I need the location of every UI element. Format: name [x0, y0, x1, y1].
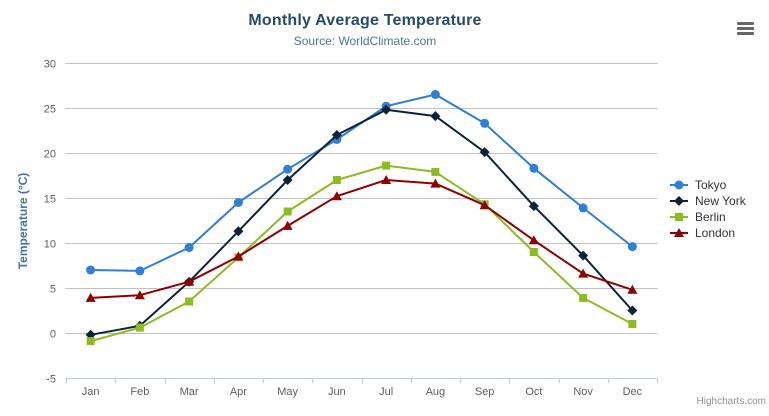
- data-point-tokyo[interactable]: [86, 265, 96, 275]
- data-point-tokyo[interactable]: [578, 203, 588, 213]
- series-line-berlin[interactable]: [89, 164, 634, 343]
- xaxis-category-label: Mar: [180, 386, 199, 398]
- data-point-berlin[interactable]: [283, 207, 292, 216]
- yaxis-title: Temperature (°C): [16, 172, 30, 270]
- data-point-berlin[interactable]: [382, 161, 391, 170]
- data-point-berlin[interactable]: [332, 176, 341, 184]
- legend-marker-square-icon: [670, 213, 688, 221]
- data-point-berlin[interactable]: [135, 323, 144, 332]
- legend-marker-diamond-icon: [670, 196, 688, 206]
- data-point-tokyo[interactable]: [430, 90, 440, 99]
- legend-item-london[interactable]: London: [670, 225, 746, 241]
- data-point-london[interactable]: [331, 191, 342, 201]
- legend-label: Berlin: [695, 210, 726, 224]
- yaxis-tick-label: 15: [44, 194, 56, 206]
- data-point-new-york[interactable]: [578, 250, 589, 261]
- data-point-tokyo[interactable]: [184, 243, 194, 252]
- legend-marker-triangle-up-icon: [670, 228, 688, 237]
- data-point-berlin[interactable]: [579, 293, 588, 302]
- yaxis-tick-label: -5: [46, 374, 56, 386]
- data-point-london[interactable]: [627, 284, 638, 294]
- data-point-london[interactable]: [578, 268, 589, 278]
- hamburger-bar: [737, 21, 754, 25]
- data-point-new-york[interactable]: [430, 111, 441, 122]
- xaxis-category-label: May: [277, 386, 298, 398]
- legend-label: New York: [695, 194, 746, 208]
- data-point-new-york[interactable]: [479, 147, 490, 158]
- data-point-new-york[interactable]: [381, 104, 392, 115]
- legend-item-new-york[interactable]: New York: [670, 193, 746, 209]
- data-point-london[interactable]: [282, 220, 293, 230]
- data-point-berlin[interactable]: [628, 320, 637, 328]
- legend-marker-circle-icon: [670, 180, 688, 190]
- data-point-london[interactable]: [430, 178, 441, 188]
- data-point-tokyo[interactable]: [233, 198, 243, 207]
- data-point-berlin[interactable]: [529, 248, 538, 256]
- data-point-london[interactable]: [528, 235, 539, 245]
- chart-subtitle: Source: WorldClimate.com: [293, 34, 437, 48]
- xaxis-category-label: Nov: [573, 386, 593, 398]
- data-point-london[interactable]: [381, 175, 392, 184]
- data-point-berlin[interactable]: [431, 167, 440, 176]
- series-line-tokyo[interactable]: [89, 93, 634, 272]
- xaxis-category-label: Apr: [230, 386, 247, 398]
- legend-item-tokyo[interactable]: Tokyo: [670, 177, 746, 193]
- legend-label: London: [695, 226, 736, 240]
- data-point-london[interactable]: [233, 251, 244, 261]
- highcharts-credits-link[interactable]: Highcharts.com: [696, 396, 766, 407]
- xaxis-category-label: Oct: [525, 386, 542, 398]
- legend-label: Tokyo: [695, 178, 727, 192]
- data-point-new-york[interactable]: [233, 226, 244, 237]
- xaxis-category-label: Jul: [379, 386, 393, 398]
- hamburger-menu-icon[interactable]: [734, 18, 758, 38]
- xaxis-category-label: Sep: [475, 386, 495, 398]
- data-point-new-york[interactable]: [627, 305, 638, 316]
- xaxis-category-label: Aug: [426, 386, 446, 398]
- series-line-new-york[interactable]: [89, 108, 634, 336]
- data-point-london[interactable]: [479, 200, 490, 210]
- data-point-tokyo[interactable]: [529, 163, 539, 173]
- data-point-new-york[interactable]: [282, 175, 293, 185]
- xaxis-category-label: Feb: [130, 386, 149, 398]
- yaxis-tick-label: 25: [44, 104, 56, 116]
- data-point-london[interactable]: [85, 292, 96, 302]
- legend-item-berlin[interactable]: Berlin: [670, 209, 746, 225]
- xaxis-category-label: Jan: [82, 386, 100, 398]
- data-point-london[interactable]: [184, 276, 195, 286]
- xaxis-category-label: Jun: [328, 386, 346, 398]
- chart-title: Monthly Average Temperature: [248, 12, 482, 29]
- legend: Tokyo New York Berlin London: [670, 177, 746, 241]
- data-point-new-york[interactable]: [331, 130, 342, 140]
- data-point-berlin[interactable]: [86, 337, 95, 346]
- yaxis-tick-label: 30: [44, 59, 56, 71]
- series-line-london[interactable]: [89, 179, 634, 299]
- data-point-tokyo[interactable]: [480, 118, 490, 128]
- data-point-london[interactable]: [134, 290, 145, 300]
- yaxis-tick-label: 20: [44, 149, 56, 161]
- data-point-new-york[interactable]: [528, 201, 539, 212]
- xaxis-category-label: Dec: [623, 386, 643, 398]
- yaxis-tick-label: 10: [44, 239, 56, 251]
- data-point-tokyo[interactable]: [283, 164, 293, 174]
- hamburger-bar: [737, 26, 754, 30]
- yaxis-tick-label: 5: [50, 284, 56, 296]
- data-point-tokyo[interactable]: [135, 266, 145, 276]
- hamburger-bar: [737, 31, 754, 35]
- yaxis-tick-label: 0: [50, 329, 56, 341]
- data-point-tokyo[interactable]: [627, 242, 637, 252]
- data-point-berlin[interactable]: [185, 297, 194, 306]
